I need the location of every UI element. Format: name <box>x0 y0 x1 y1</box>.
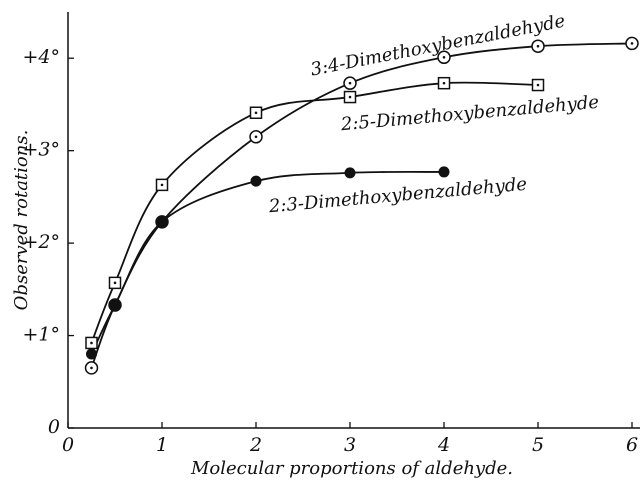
y-tick-label: +4° <box>22 46 60 68</box>
x-tick-label: 6 <box>626 434 638 456</box>
marker-dot <box>160 183 164 187</box>
marker-dot <box>254 111 258 115</box>
x-axis-label: Molecular proportions of aldehyde. <box>190 458 513 479</box>
y-tick-label: +1° <box>22 324 60 346</box>
marker-dot <box>442 81 446 85</box>
marker <box>109 299 121 311</box>
marker <box>86 348 97 360</box>
marker-dot <box>536 44 540 48</box>
series-label: 2:5-Dimethoxybenzaldehyde <box>339 92 600 136</box>
marker-dot <box>442 55 446 59</box>
y-tick-label: +2° <box>22 231 60 253</box>
marker-dot <box>90 341 93 345</box>
marker-dot <box>254 135 258 139</box>
marker-dot <box>113 281 117 285</box>
x-tick-label: 4 <box>437 434 450 456</box>
x-tick-label: 2 <box>249 434 262 456</box>
x-tick-label: 0 <box>62 434 74 456</box>
y-axis-label: Observed rotations. <box>11 130 32 311</box>
marker <box>156 216 168 228</box>
y-tick-label: +3° <box>22 139 60 161</box>
marker-dot <box>90 366 93 370</box>
x-tick-label: 3 <box>344 434 356 456</box>
marker-dot <box>348 81 352 85</box>
series-label: 3:4-Dimethoxybenzaldehyde <box>309 11 567 81</box>
marker <box>438 166 450 178</box>
y-tick-label: 0 <box>48 416 60 438</box>
marker-dot <box>348 95 352 99</box>
marker-dot <box>536 83 540 87</box>
x-tick-label: 1 <box>156 434 168 456</box>
marker <box>344 167 356 179</box>
x-tick-label: 5 <box>532 434 544 456</box>
marker-dot <box>630 42 634 45</box>
marker <box>250 175 262 187</box>
series-label: 2:3-Dimethoxybenzaldehyde <box>267 174 528 218</box>
